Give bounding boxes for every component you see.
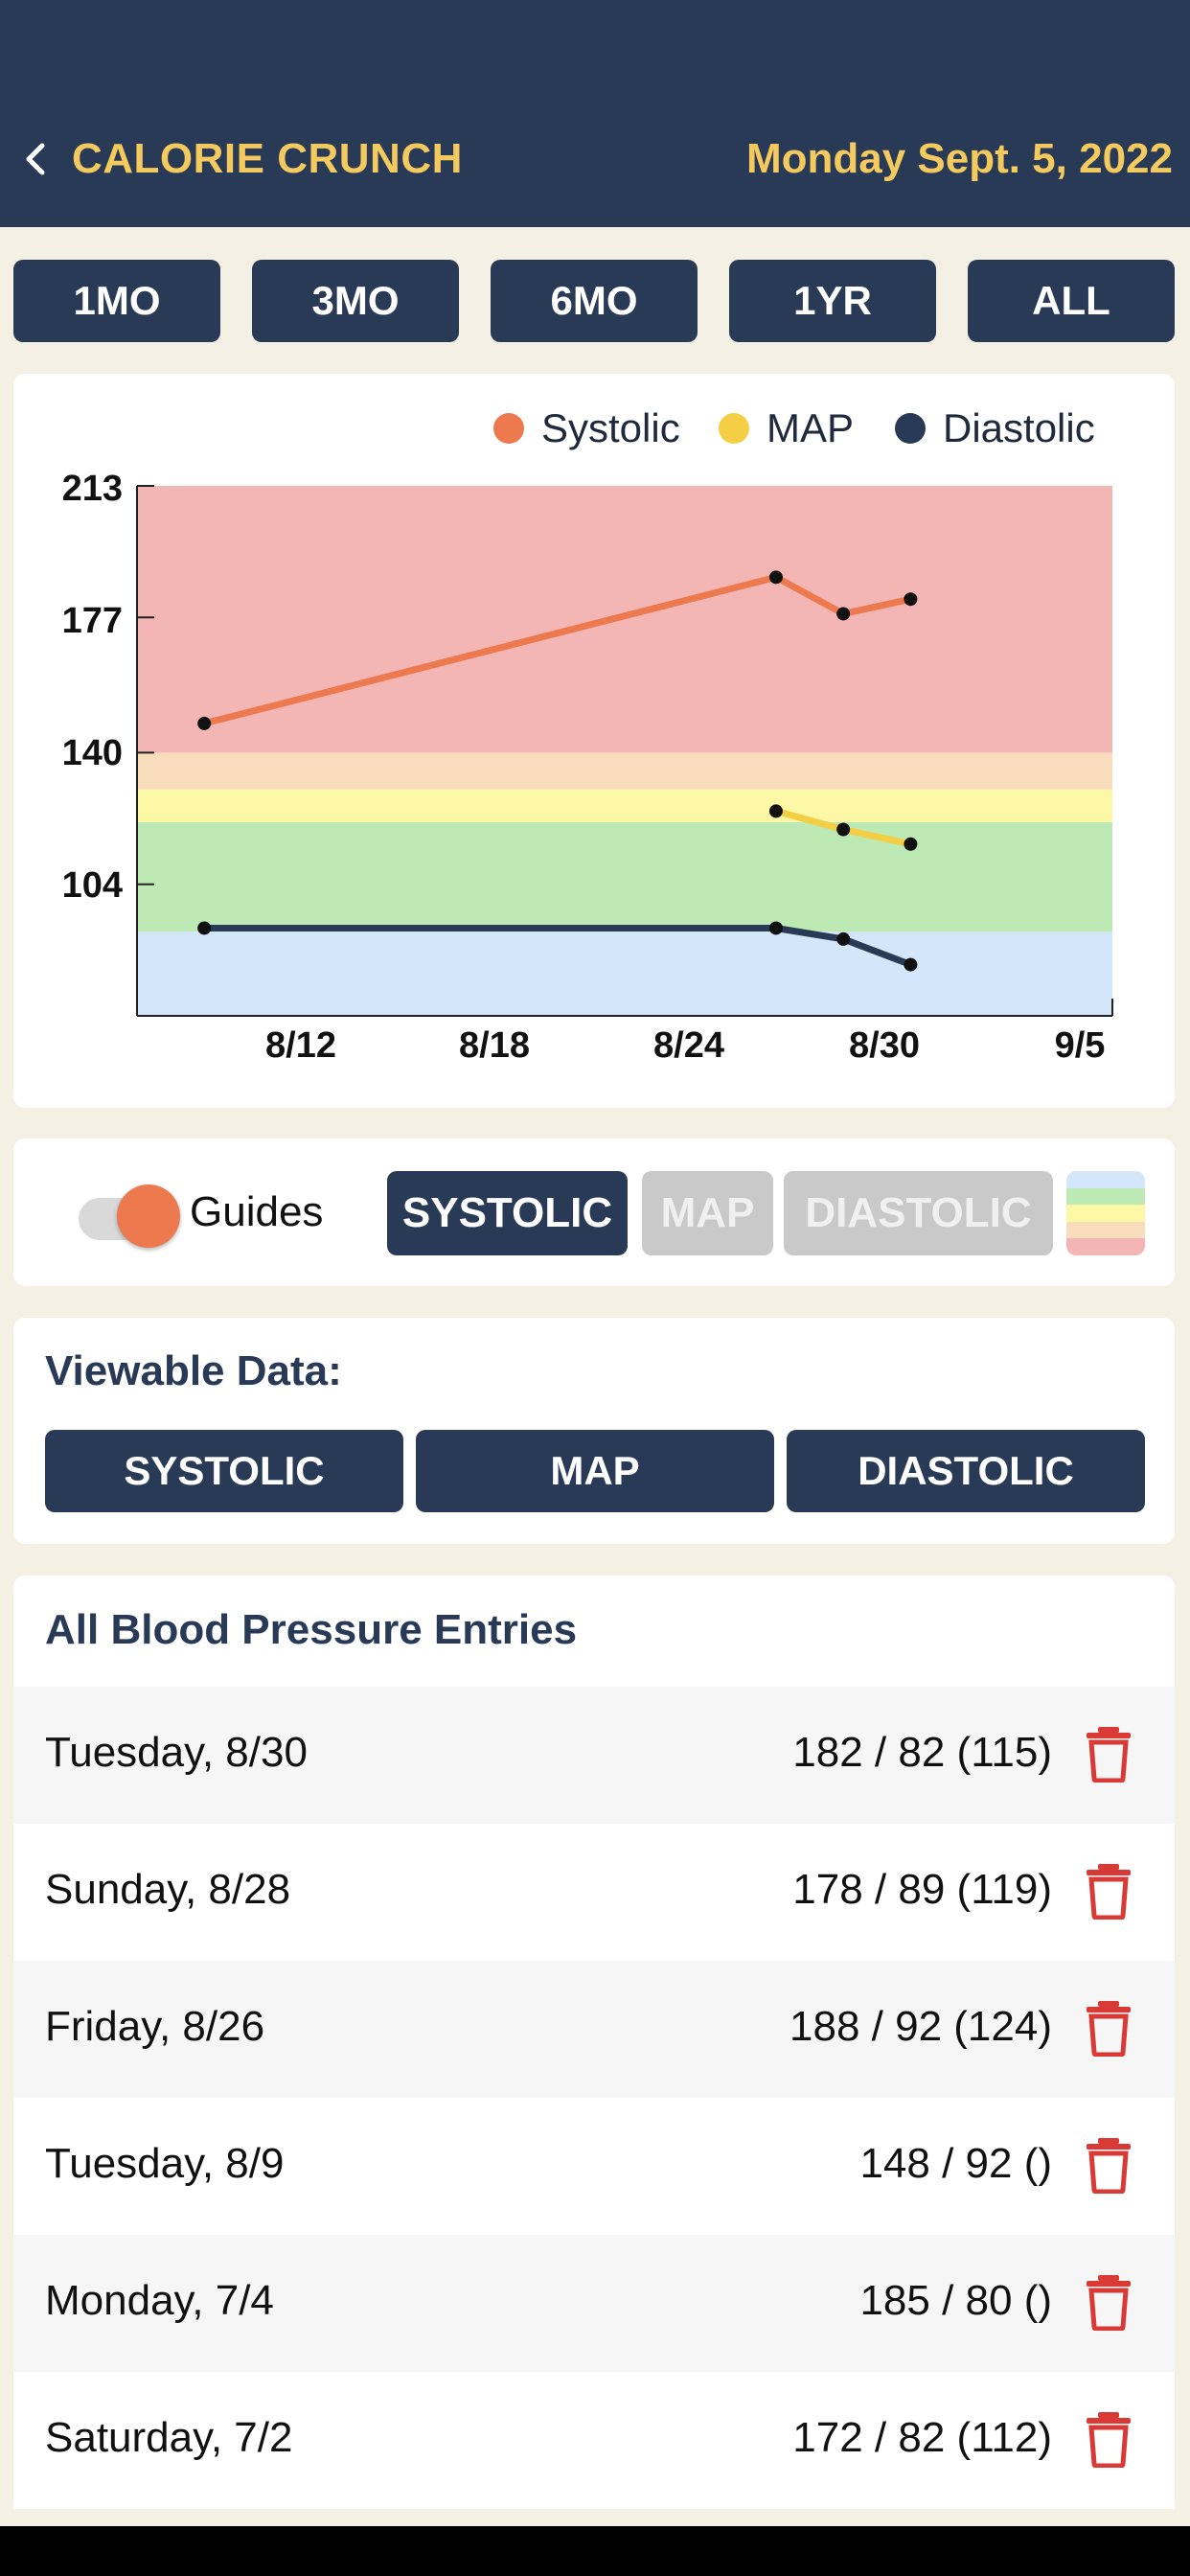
trash-icon[interactable] xyxy=(1085,2273,1133,2331)
trash-icon[interactable] xyxy=(1085,1725,1133,1782)
data-point-systolic xyxy=(768,570,783,585)
x-tick-label: 9/5 xyxy=(1054,1025,1106,1066)
filter-diastolic-button[interactable]: DIASTOLIC xyxy=(784,1171,1053,1255)
table-row[interactable]: Tuesday, 8/30 182 / 82 (115) xyxy=(13,1687,1175,1824)
data-point-systolic xyxy=(197,716,212,730)
range-tab-1mo[interactable]: 1MO xyxy=(13,260,220,342)
entry-day: Friday, 8/26 xyxy=(45,2003,265,2050)
view-systolic-button[interactable]: SYSTOLIC xyxy=(45,1430,403,1512)
guides-toggle[interactable] xyxy=(79,1184,180,1248)
y-tick-label: 177 xyxy=(61,601,123,641)
view-diastolic-button[interactable]: DIASTOLIC xyxy=(787,1430,1145,1512)
entry-day: Saturday, 7/2 xyxy=(45,2414,293,2461)
series-line-diastolic xyxy=(200,925,914,969)
data-point-systolic xyxy=(904,592,918,607)
table-row[interactable]: Tuesday, 8/9 148 / 92 () xyxy=(13,2098,1175,2235)
range-tab-3mo[interactable]: 3MO xyxy=(252,260,459,342)
data-point-map xyxy=(768,804,783,818)
entry-day: Monday, 7/4 xyxy=(45,2277,274,2324)
data-point-map xyxy=(836,822,851,837)
table-row[interactable]: Friday, 8/26 188 / 92 (124) xyxy=(13,1961,1175,2098)
app-title: CALORIE CRUNCH xyxy=(72,135,463,182)
series-line-systolic xyxy=(200,573,914,727)
y-tick-label: 213 xyxy=(61,469,123,509)
data-point-diastolic xyxy=(904,957,918,972)
table-row[interactable]: Monday, 7/4 185 / 80 () xyxy=(13,2235,1175,2372)
app-header: CALORIE CRUNCH Monday Sept. 5, 2022 xyxy=(0,0,1190,227)
entry-value: 182 / 82 (115) xyxy=(792,1729,1052,1776)
table-row[interactable]: Sunday, 8/28 178 / 89 (119) xyxy=(13,1824,1175,1961)
entry-value: 188 / 92 (124) xyxy=(790,2003,1052,2050)
current-date: Monday Sept. 5, 2022 xyxy=(745,135,1173,182)
entry-day: Tuesday, 8/9 xyxy=(45,2140,285,2187)
legend-label-map: MAP xyxy=(767,405,855,450)
guide-band xyxy=(137,789,1112,822)
legend-label-systolic: Systolic xyxy=(541,405,680,450)
legend-map: MAP xyxy=(719,405,854,451)
trash-icon[interactable] xyxy=(1085,1862,1133,1920)
range-tab-1yr[interactable]: 1YR xyxy=(729,260,936,342)
color-guide-icon[interactable] xyxy=(1066,1171,1145,1255)
range-tab-all[interactable]: ALL xyxy=(968,260,1175,342)
legend-dot-systolic xyxy=(493,413,524,444)
legend-systolic: Systolic xyxy=(493,405,680,451)
legend-label-diastolic: Diastolic xyxy=(943,405,1095,450)
legend-diastolic: Diastolic xyxy=(895,405,1095,451)
trash-icon[interactable] xyxy=(1085,1999,1133,2057)
filter-map-button[interactable]: MAP xyxy=(642,1171,773,1255)
x-tick-label: 8/18 xyxy=(459,1025,530,1066)
trash-icon[interactable] xyxy=(1085,2136,1133,2194)
x-tick-label: 8/24 xyxy=(653,1025,724,1066)
entries-title: All Blood Pressure Entries xyxy=(45,1606,578,1653)
chevron-left-icon[interactable] xyxy=(17,140,56,178)
toggle-knob xyxy=(117,1184,180,1248)
filter-systolic-button[interactable]: SYSTOLIC xyxy=(387,1171,628,1255)
legend-dot-diastolic xyxy=(895,413,926,444)
viewable-data-title: Viewable Data: xyxy=(45,1347,342,1394)
entry-value: 178 / 89 (119) xyxy=(792,1866,1052,1913)
system-nav-bar xyxy=(0,2526,1190,2576)
trash-icon[interactable] xyxy=(1085,2410,1133,2468)
entry-value: 185 / 80 () xyxy=(859,2277,1052,2324)
guide-band xyxy=(137,932,1112,1016)
y-tick-label: 140 xyxy=(61,733,123,773)
entry-day: Sunday, 8/28 xyxy=(45,1866,291,1913)
data-point-map xyxy=(904,837,918,851)
guides-label: Guides xyxy=(190,1188,324,1235)
guide-band xyxy=(137,752,1112,790)
table-row[interactable]: Saturday, 7/2 172 / 82 (112) xyxy=(13,2372,1175,2509)
entry-day: Tuesday, 8/30 xyxy=(45,1729,308,1776)
x-tick-label: 8/12 xyxy=(265,1025,336,1066)
bp-line-chart xyxy=(136,485,1113,1017)
entry-value: 148 / 92 () xyxy=(859,2140,1052,2187)
entry-value: 172 / 82 (112) xyxy=(792,2414,1052,2461)
guide-band xyxy=(137,821,1112,932)
data-point-systolic xyxy=(836,607,851,621)
range-tab-6mo[interactable]: 6MO xyxy=(491,260,698,342)
x-tick-label: 8/30 xyxy=(849,1025,920,1066)
legend-dot-map xyxy=(719,413,749,444)
view-map-button[interactable]: MAP xyxy=(416,1430,774,1512)
data-point-diastolic xyxy=(768,921,783,935)
data-point-diastolic xyxy=(836,932,851,946)
data-point-diastolic xyxy=(197,921,212,935)
y-tick-label: 104 xyxy=(61,865,123,906)
